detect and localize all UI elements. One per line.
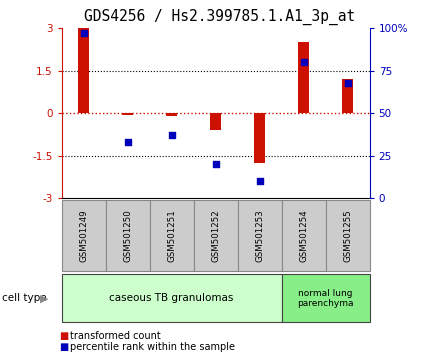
Text: GSM501253: GSM501253 [255, 209, 264, 262]
Bar [166, 113, 177, 116]
Text: GSM501249: GSM501249 [79, 209, 88, 262]
Bar [342, 79, 353, 113]
Text: GSM501250: GSM501250 [123, 209, 132, 262]
Point [168, 132, 175, 138]
Point [256, 178, 263, 184]
Text: GSM501251: GSM501251 [167, 209, 176, 262]
Text: GSM501255: GSM501255 [343, 209, 352, 262]
Text: GDS4256 / Hs2.399785.1.A1_3p_at: GDS4256 / Hs2.399785.1.A1_3p_at [84, 9, 356, 25]
Text: ▶: ▶ [40, 293, 48, 303]
Text: GSM501254: GSM501254 [299, 209, 308, 262]
Text: ■: ■ [59, 342, 69, 352]
Point [300, 59, 307, 65]
Bar [254, 113, 265, 163]
Bar [298, 42, 309, 113]
Bar [122, 113, 133, 115]
Text: percentile rank within the sample: percentile rank within the sample [70, 342, 235, 352]
Point [124, 139, 131, 145]
Point [212, 161, 219, 167]
Point [344, 80, 351, 86]
Text: normal lung
parenchyma: normal lung parenchyma [297, 289, 354, 308]
Text: caseous TB granulomas: caseous TB granulomas [110, 293, 234, 303]
Text: ■: ■ [59, 331, 69, 341]
Text: transformed count: transformed count [70, 331, 160, 341]
Text: cell type: cell type [2, 293, 47, 303]
Point [80, 30, 87, 36]
Text: GSM501252: GSM501252 [211, 209, 220, 262]
Bar [210, 113, 221, 130]
Bar [78, 28, 89, 113]
